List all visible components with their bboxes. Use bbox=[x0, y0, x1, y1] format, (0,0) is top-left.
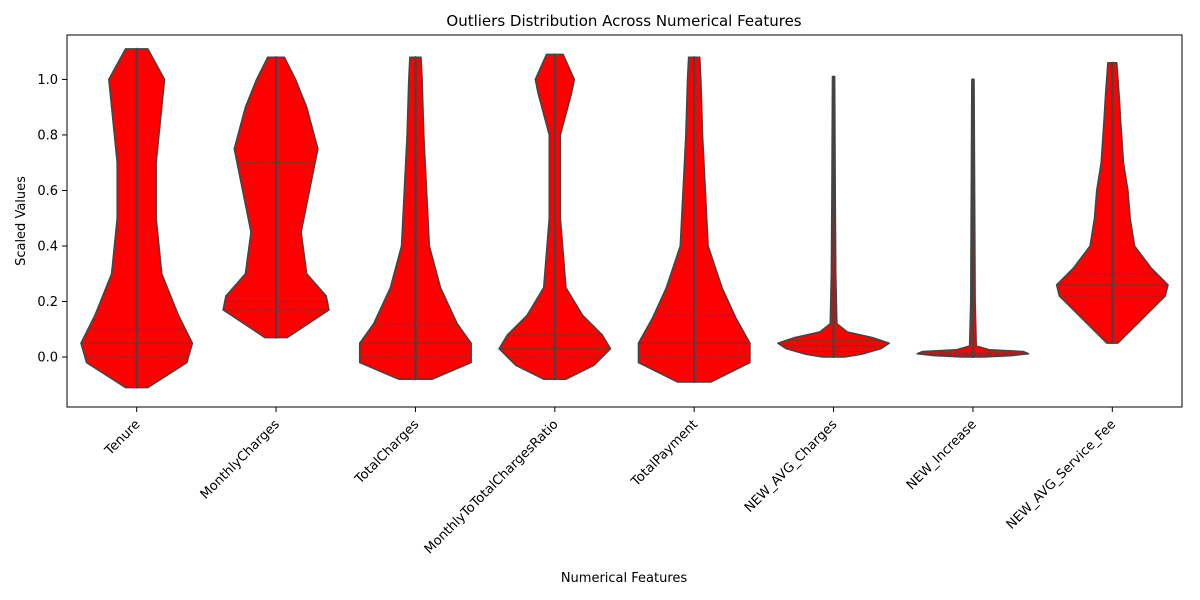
x-tick-label: MonthlyCharges bbox=[198, 417, 283, 502]
x-tick-label: NEW_Increase bbox=[904, 417, 980, 493]
violin-new-increase bbox=[916, 78, 1030, 359]
x-tick-label: MonthlyToTotalChargesRatio bbox=[422, 417, 562, 557]
y-tick-label: 0.4 bbox=[37, 239, 58, 254]
plot-frame bbox=[66, 34, 1183, 408]
violin-totalpayment bbox=[637, 56, 751, 384]
x-tick-label: TotalCharges bbox=[352, 417, 423, 488]
y-tick-label: 0.0 bbox=[37, 351, 58, 366]
y-tick-label: 0.6 bbox=[37, 184, 58, 199]
x-axis: Tenure MonthlyCharges TotalCharges MonthlyT… bbox=[102, 407, 1119, 557]
y-tick-label: 0.8 bbox=[37, 128, 58, 143]
x-tick-label: NEW_AVG_Service_Fee bbox=[1004, 417, 1119, 532]
y-tick-label: 0.2 bbox=[37, 295, 58, 310]
violin-new-avg-charges bbox=[777, 75, 891, 359]
violin-totalcharges bbox=[358, 56, 472, 381]
violin-monthlycharges bbox=[222, 56, 330, 339]
chart-title: Outliers Distribution Across Numerical F… bbox=[446, 12, 801, 30]
plot-area bbox=[80, 47, 1169, 389]
y-axis-label: Scaled Values bbox=[14, 176, 29, 266]
x-tick-label: Tenure bbox=[102, 417, 144, 459]
y-axis: 0.0 0.2 0.4 0.6 0.8 1.0 bbox=[37, 73, 67, 366]
x-axis-label: Numerical Features bbox=[561, 571, 688, 586]
violin-monthlytototalchargesratio bbox=[498, 53, 612, 381]
x-tick-label: TotalPayment bbox=[628, 417, 701, 490]
x-tick-label: NEW_AVG_Charges bbox=[742, 417, 841, 516]
y-tick-label: 1.0 bbox=[37, 73, 58, 88]
violin-tenure bbox=[80, 47, 194, 389]
violin-new-avg-service-fee bbox=[1055, 61, 1169, 345]
